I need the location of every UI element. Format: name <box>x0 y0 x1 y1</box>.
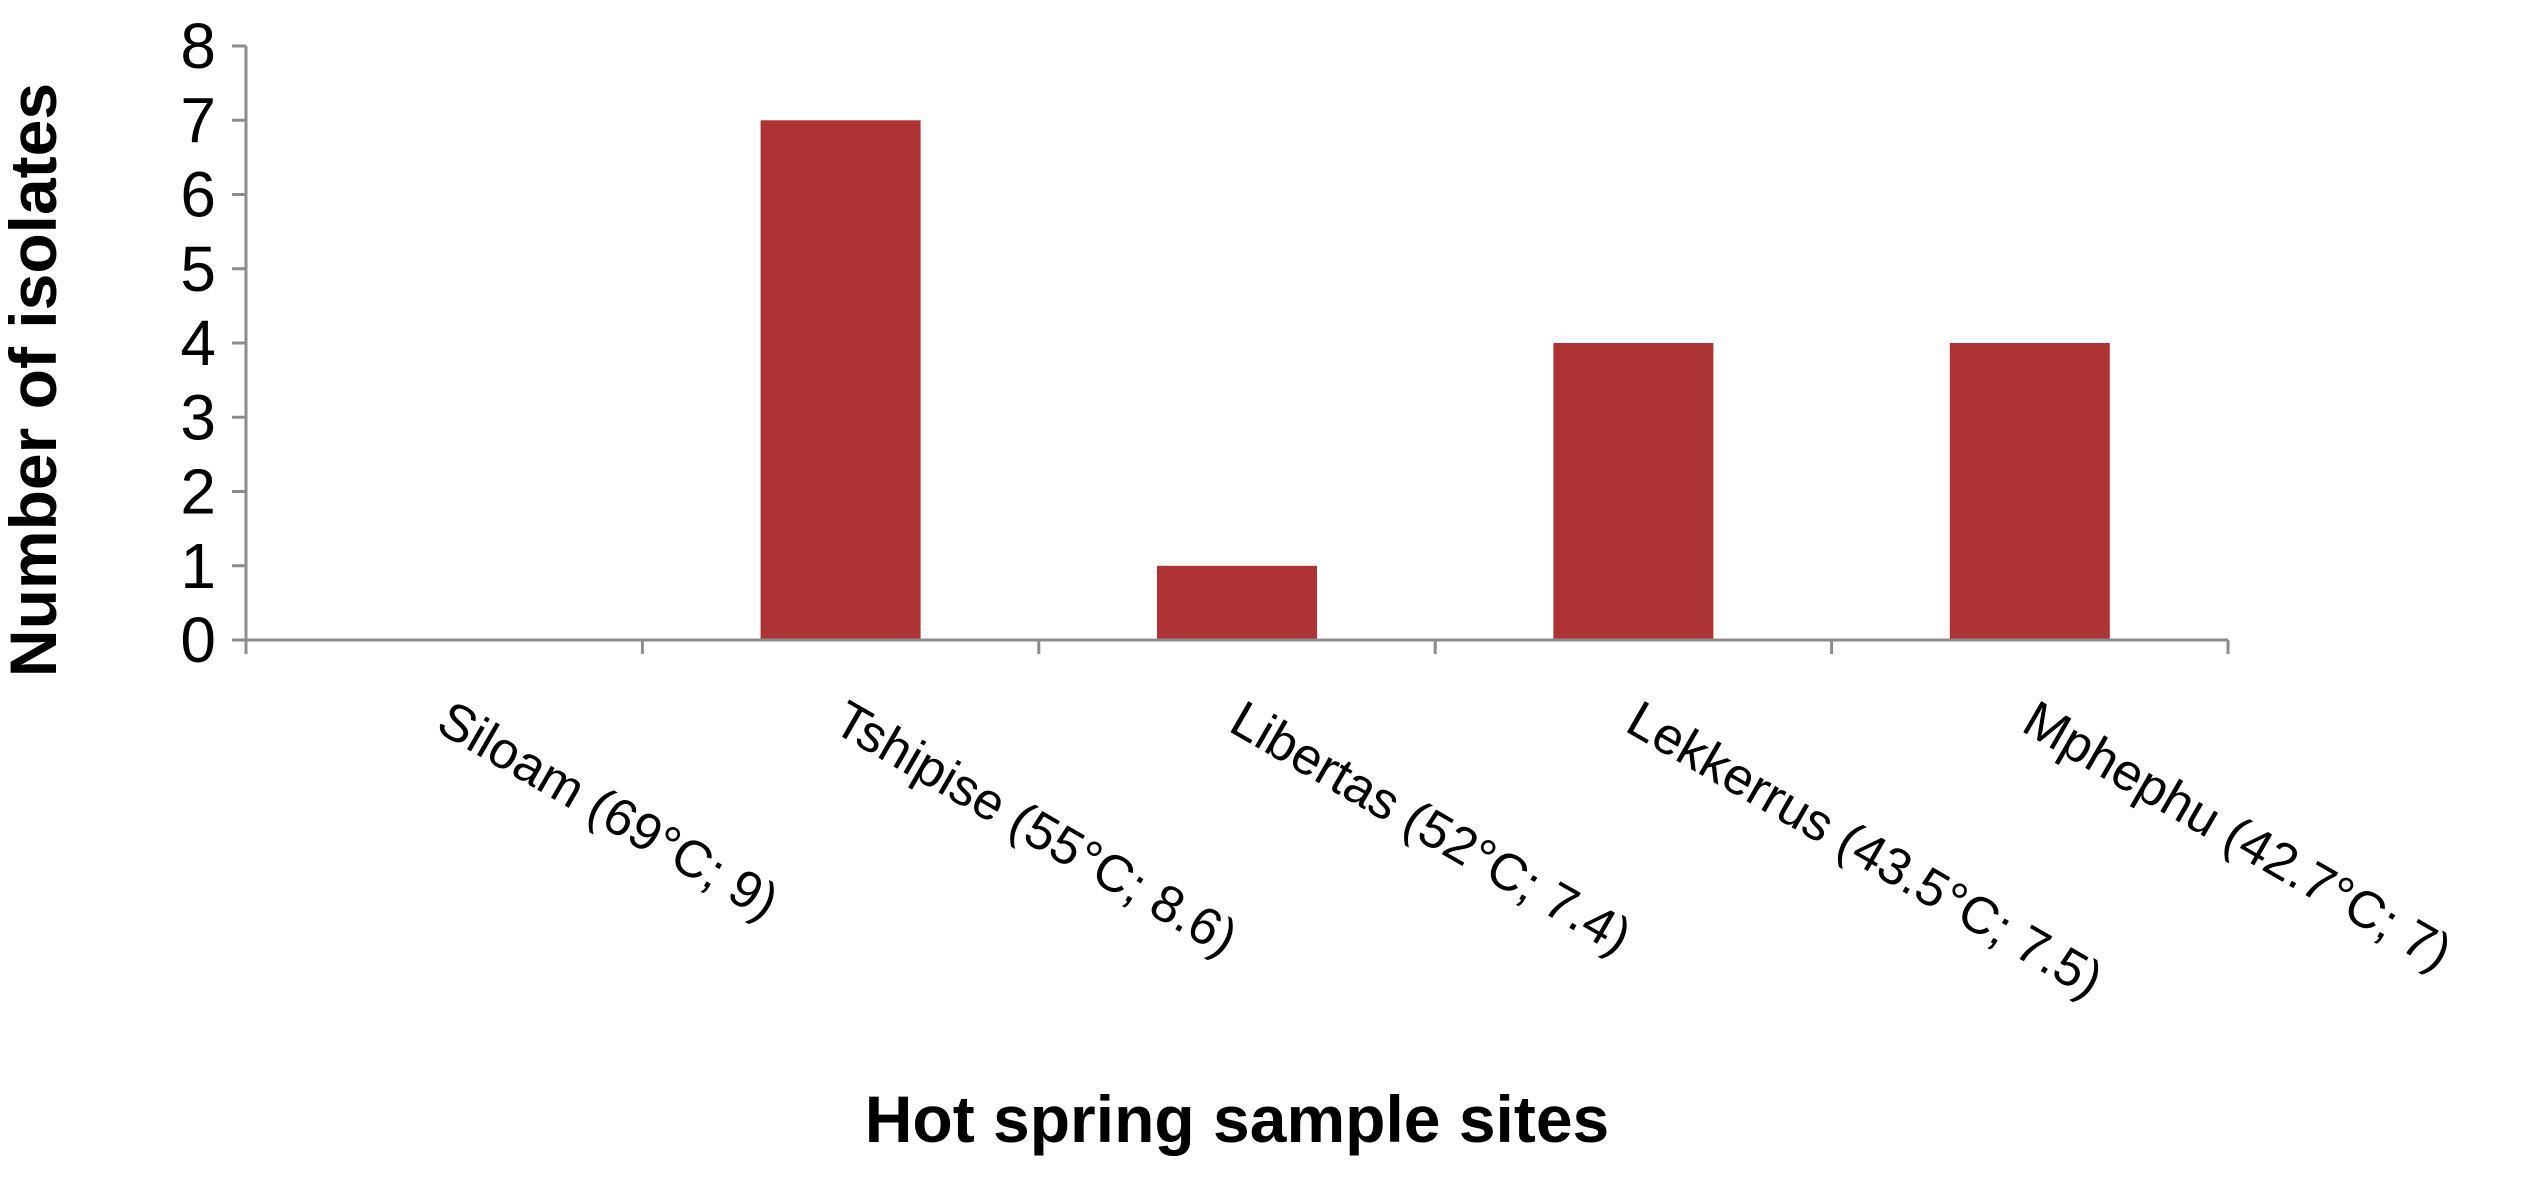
y-tick-label: 3 <box>180 381 216 453</box>
x-axis-title: Hot spring sample sites <box>865 1082 1610 1156</box>
x-tick-label: Siloam (69°C; 9) <box>428 690 788 931</box>
bars-layer <box>760 120 2110 641</box>
x-tick-labels: Siloam (69°C; 9) Tshipise (55°C; 8.6)Libe… <box>428 690 2461 1009</box>
x-tick-label: Libertas (52°C; 7.4) <box>1221 690 1641 966</box>
bar-2 <box>1157 565 1317 641</box>
y-tick-label: 7 <box>180 84 216 156</box>
y-tick-label: 1 <box>180 530 216 602</box>
y-tick-label: 6 <box>180 159 216 231</box>
y-tick-label: 0 <box>180 604 216 676</box>
y-tick-label: 5 <box>180 233 216 305</box>
x-tick-label: Tshipise (55°C; 8.6) <box>824 690 1246 967</box>
bar-4 <box>1949 343 2110 640</box>
y-tick-label: 8 <box>180 10 216 82</box>
bar-1 <box>760 120 921 641</box>
x-tick-label: Mphephu (42.7°C; 7) <box>2014 690 2462 982</box>
y-tick-label: 4 <box>180 307 216 379</box>
axes-layer <box>232 44 2230 654</box>
bar-3 <box>1553 343 1714 640</box>
y-axis-title: Number of isolates <box>0 83 70 677</box>
y-tick-label: 2 <box>180 456 216 528</box>
